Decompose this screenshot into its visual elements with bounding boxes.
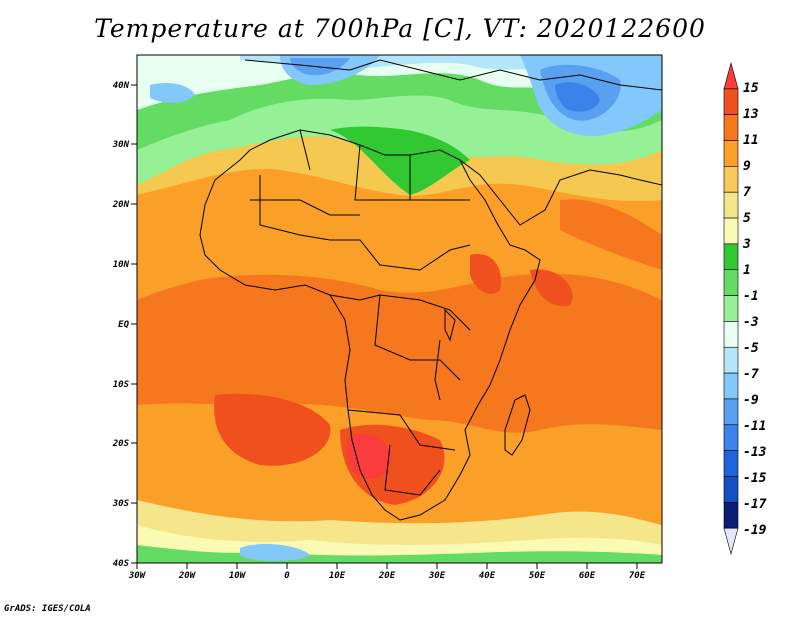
lat-tick-label: 30N (112, 140, 130, 150)
grads-credit: GrADS: IGES/COLA (4, 604, 91, 614)
colorbar-cell (723, 114, 739, 141)
lon-tick-label: 60E (579, 571, 596, 581)
coastlines (199, 59, 662, 521)
map-title: Temperature at 700hPa [C], VT: 202012260… (94, 14, 706, 43)
colorbar-cell (723, 88, 739, 115)
colorbar-label: 11 (743, 133, 759, 148)
colorbar-cell (723, 191, 739, 219)
colorbar-label: -1 (743, 289, 759, 304)
lat-tick-label: 30S (112, 499, 130, 509)
lon-tick-label: 20W (178, 571, 197, 581)
lon-tick-label: 30W (128, 571, 147, 581)
lat-tick-label: 40N (113, 81, 130, 91)
lon-tick-label: 50E (529, 571, 546, 581)
latitude-axis: 40N 30N 20N 10N EQ 10S 20S 30S 40S (112, 81, 137, 569)
colorbar-cell (723, 321, 739, 348)
colorbar-cell (723, 502, 739, 529)
colorbar: 15 13 11 9 7 5 3 1 -1 -3 -5 -7 -9 -11 -1… (723, 61, 767, 556)
colorbar-label: 3 (742, 237, 751, 252)
temperature-field (137, 55, 662, 563)
lon-tick-label: 40E (479, 571, 496, 581)
lon-tick-label: 0 (284, 571, 290, 581)
colorbar-cell (723, 398, 739, 426)
colorbar-cell (723, 166, 739, 193)
colorbar-cell (723, 140, 739, 167)
colorbar-cell (723, 527, 739, 556)
colorbar-label: 7 (743, 185, 751, 200)
colorbar-label: -7 (743, 367, 759, 382)
colorbar-cell (723, 243, 739, 271)
longitude-axis: 30W 20W 10W 0 10E 20E 30E 40E 50E 60E 70… (128, 563, 646, 581)
colorbar-cell (723, 269, 739, 296)
lat-tick-label: 10N (113, 260, 130, 270)
lat-tick-label: EQ (118, 320, 129, 330)
lat-tick-label: 20S (112, 439, 130, 449)
colorbar-label: -15 (743, 471, 767, 486)
colorbar-label: 13 (743, 107, 759, 122)
map-frame (136, 54, 663, 564)
colorbar-cell (723, 61, 739, 90)
colorbar-label: 15 (743, 81, 759, 96)
colorbar-label: -19 (743, 523, 767, 538)
colorbar-cell (723, 295, 739, 322)
colorbar-cell (723, 424, 739, 451)
colorbar-label: 5 (743, 211, 751, 226)
colorbar-label: -13 (743, 445, 767, 460)
colorbar-label: -17 (743, 497, 767, 512)
lon-tick-label: 20E (378, 571, 396, 581)
lat-tick-label: 20N (112, 200, 130, 210)
colorbar-cell (723, 450, 739, 477)
lon-tick-label: 30E (428, 571, 446, 581)
colorbar-label: 1 (743, 263, 751, 278)
colorbar-label: -5 (743, 341, 759, 356)
colorbar-cell (723, 476, 739, 503)
colorbar-label: -3 (743, 315, 759, 330)
lon-tick-label: 10W (229, 571, 247, 581)
lat-tick-label: 40S (113, 559, 130, 569)
colorbar-label: 9 (743, 159, 751, 174)
colorbar-cells (723, 61, 739, 556)
colorbar-cell (723, 217, 739, 245)
colorbar-label: -9 (743, 393, 759, 408)
colorbar-label: -11 (743, 419, 766, 434)
lon-tick-label: 10E (329, 571, 346, 581)
lon-tick-label: 70E (629, 571, 646, 581)
colorbar-cell (723, 372, 739, 400)
colorbar-cell (723, 346, 739, 374)
lat-tick-label: 10S (113, 380, 130, 390)
